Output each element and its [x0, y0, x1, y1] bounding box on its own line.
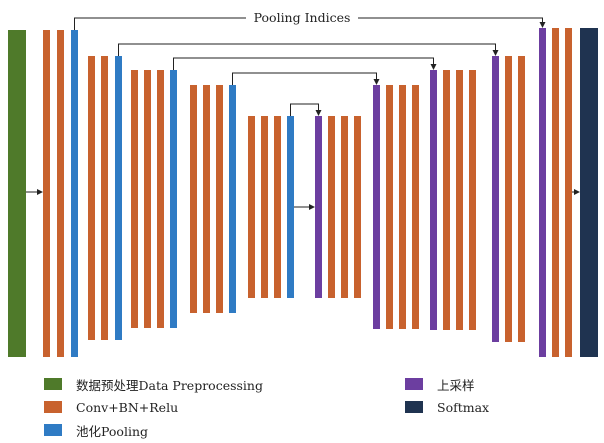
pooling-indices-label: Pooling Indices — [254, 10, 351, 25]
pooling-layer-3 — [170, 70, 177, 328]
upsample-layer-4 — [492, 56, 499, 342]
conv-layer-1 — [43, 30, 50, 357]
upsample-layer-5 — [539, 28, 546, 357]
conv-layer-17 — [386, 85, 393, 329]
pooling-indices-link-2 — [118, 43, 499, 56]
conv-layer-7 — [157, 70, 164, 328]
conv-layer-23 — [505, 56, 512, 342]
pooling-layer-2 — [115, 56, 122, 340]
conv-layer-14 — [328, 116, 335, 298]
preprocessing-layer — [8, 30, 26, 357]
pooling-indices-link-4 — [232, 72, 380, 85]
conv-layer-5 — [131, 70, 138, 328]
softmax-layer — [580, 28, 598, 357]
upsample-layer-1 — [315, 116, 322, 298]
conv-layer-16 — [354, 116, 361, 298]
pooling-layer-1 — [71, 30, 78, 357]
conv-layer-12 — [261, 116, 268, 298]
pooling-layer-4 — [229, 85, 236, 313]
conv-layer-8 — [190, 85, 197, 313]
conv-layer-13 — [274, 116, 281, 298]
conv-layer-15 — [341, 116, 348, 298]
pooling-indices-link-5 — [290, 103, 322, 116]
conv-layer-25 — [552, 28, 559, 357]
conv-layer-22 — [469, 70, 476, 330]
conv-layer-26 — [565, 28, 572, 357]
conv-layer-3 — [88, 56, 95, 340]
upsample-layer-3 — [430, 70, 437, 330]
conv-layer-24 — [518, 56, 525, 342]
pooling-indices-label-bg — [246, 10, 358, 26]
conv-layer-2 — [57, 30, 64, 357]
pooling-indices-link-3 — [173, 57, 437, 70]
conv-layer-4 — [101, 56, 108, 340]
conv-layer-9 — [203, 85, 210, 313]
upsample-layer-2 — [373, 85, 380, 329]
conv-layer-10 — [216, 85, 223, 313]
conv-layer-11 — [248, 116, 255, 298]
conv-layer-6 — [144, 70, 151, 328]
conv-layer-21 — [456, 70, 463, 330]
conv-layer-18 — [399, 85, 406, 329]
pooling-layer-5 — [287, 116, 294, 298]
conv-layer-20 — [443, 70, 450, 330]
conv-layer-19 — [412, 85, 419, 329]
